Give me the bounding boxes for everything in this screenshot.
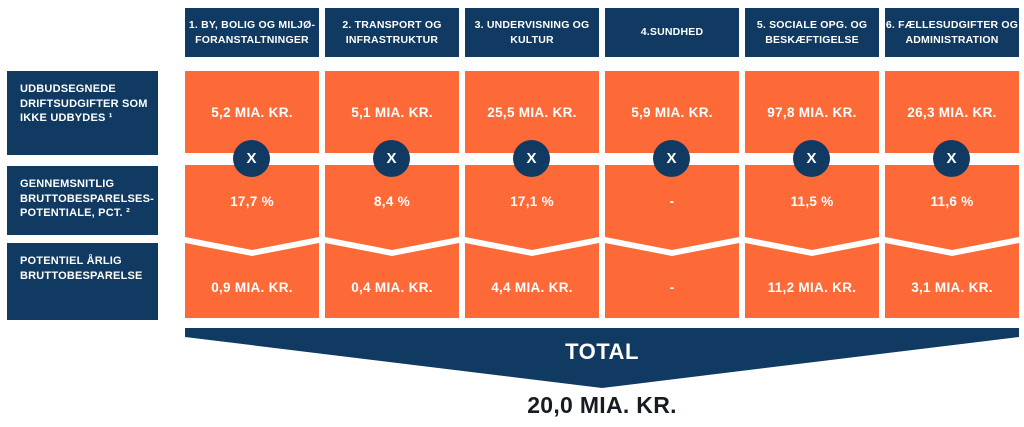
value-potentiale-pct: - <box>605 165 739 250</box>
multiply-label: X <box>526 150 537 167</box>
column-undervisning-kultur: 3. UNDERVISNING OG KULTUR 25,5 MIA. KR. … <box>465 0 599 330</box>
value-bruttobesparelse: 0,9 MIA. KR. <box>185 243 319 318</box>
value-bruttobesparelse: 0,4 MIA. KR. <box>325 243 459 318</box>
value-potentiale-pct: 17,1 % <box>465 165 599 250</box>
value-driftsudgifter: 5,2 MIA. KR. <box>185 71 319 153</box>
value-driftsudgifter: 5,9 MIA. KR. <box>605 71 739 153</box>
total-value: 20,0 MIA. KR. <box>527 392 677 418</box>
value-bruttobesparelse: 11,2 MIA. KR. <box>745 243 879 318</box>
value-driftsudgifter: 97,8 MIA. KR. <box>745 71 879 153</box>
column-faellesudgifter-administration: 6. FÆLLESUDGIFTER OG ADMINISTRATION 26,3… <box>885 0 1019 330</box>
row-label-driftsudgifter: UDBUDSEGNEDE DRIFTSUDGIFTER SOM IKKE UDB… <box>7 71 158 155</box>
multiply-label: X <box>946 150 957 167</box>
value-driftsudgifter: 25,5 MIA. KR. <box>465 71 599 153</box>
column-header: 2. TRANSPORT OG INFRASTRUKTUR <box>325 8 459 57</box>
value-potentiale-pct: 8,4 % <box>325 165 459 250</box>
multiply-label: X <box>806 150 817 167</box>
column-header: 5. SOCIALE OPG. OG BESKÆFTIGELSE <box>745 8 879 57</box>
total-label: TOTAL <box>565 339 639 364</box>
multiply-icon: X <box>233 140 270 177</box>
value-potentiale-pct: 11,5 % <box>745 165 879 250</box>
value-bruttobesparelse: 4,4 MIA. KR. <box>465 243 599 318</box>
column-header: 1. BY, BOLIG OG MILJØ- FORANSTALTNINGER <box>185 8 319 57</box>
multiply-icon: X <box>933 140 970 177</box>
total-funnel-arrow: TOTAL <box>185 328 1019 388</box>
value-bruttobesparelse: - <box>605 243 739 318</box>
value-bruttobesparelse: 3,1 MIA. KR. <box>885 243 1019 318</box>
row-label-aarlig-bruttobesparelse: POTENTIEL ÅRLIG BRUTTOBESPARELSE <box>7 243 158 320</box>
multiply-label: X <box>246 150 257 167</box>
multiply-label: X <box>666 150 677 167</box>
column-sundhed: 4.SUNDHED 5,9 MIA. KR. X - - <box>605 0 739 330</box>
column-transport-infrastruktur: 2. TRANSPORT OG INFRASTRUKTUR 5,1 MIA. K… <box>325 0 459 330</box>
column-header: 4.SUNDHED <box>605 8 739 57</box>
row-label-besparelsespotentiale: GENNEMSNITLIG BRUTTOBESPARELSES- POTENTI… <box>7 166 158 235</box>
column-by-bolig-miljoe: 1. BY, BOLIG OG MILJØ- FORANSTALTNINGER … <box>185 0 319 330</box>
value-driftsudgifter: 26,3 MIA. KR. <box>885 71 1019 153</box>
column-header: 3. UNDERVISNING OG KULTUR <box>465 8 599 57</box>
multiply-label: X <box>386 150 397 167</box>
multiply-icon: X <box>513 140 550 177</box>
column-sociale-beskaeftigelse: 5. SOCIALE OPG. OG BESKÆFTIGELSE 97,8 MI… <box>745 0 879 330</box>
multiply-icon: X <box>653 140 690 177</box>
multiply-icon: X <box>373 140 410 177</box>
column-header: 6. FÆLLESUDGIFTER OG ADMINISTRATION <box>885 8 1019 57</box>
multiply-icon: X <box>793 140 830 177</box>
value-potentiale-pct: 11,6 % <box>885 165 1019 250</box>
value-driftsudgifter: 5,1 MIA. KR. <box>325 71 459 153</box>
value-potentiale-pct: 17,7 % <box>185 165 319 250</box>
